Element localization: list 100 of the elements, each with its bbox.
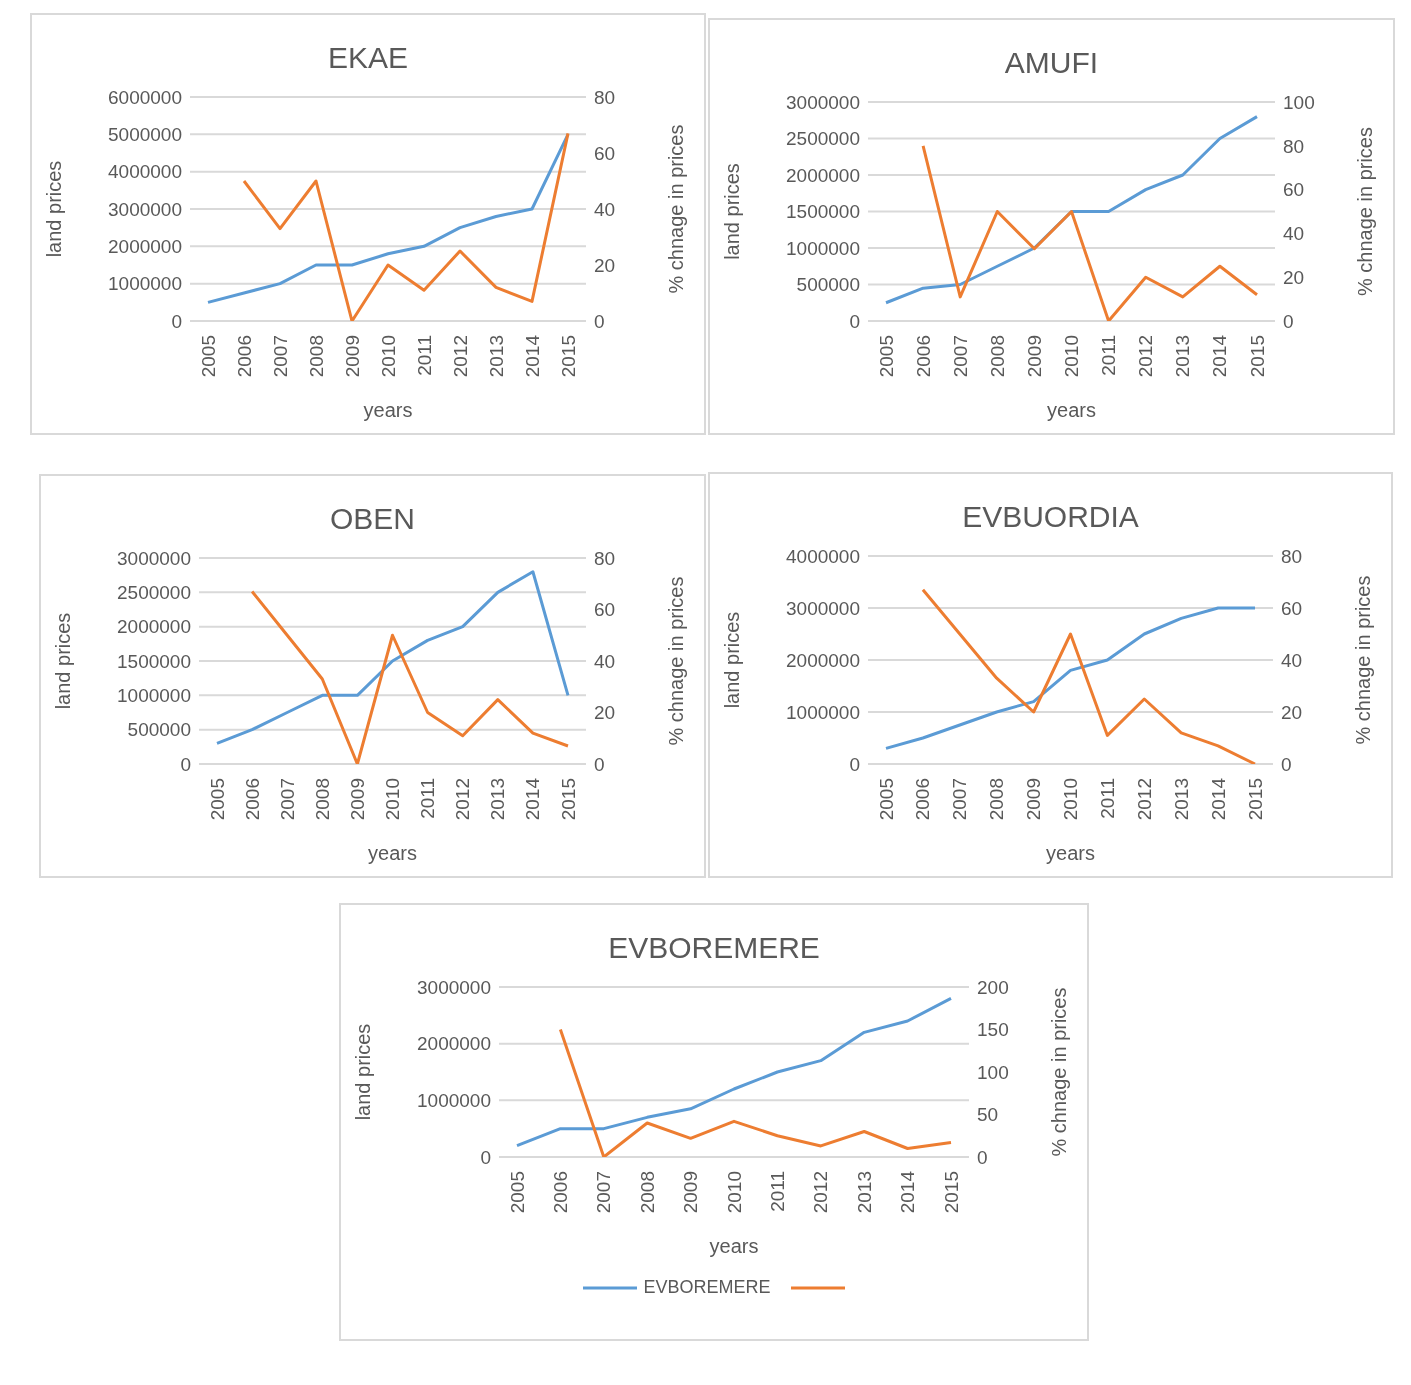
chart-title: EVBUORDIA <box>961 500 1140 535</box>
x-tick-label: 2009 <box>341 335 363 378</box>
y-tick-label: 1000000 <box>117 685 191 707</box>
y2-tick-label: 20 <box>1283 266 1305 288</box>
y-tick-label: 3000000 <box>117 547 191 569</box>
y2-axis-title: % chnage in prices <box>665 576 688 746</box>
x-tick-label: 2015 <box>557 778 579 821</box>
x-tick-label: 2012 <box>452 778 474 821</box>
y2-tick-label: 20 <box>594 254 616 276</box>
x-tick-label: 2005 <box>197 335 219 378</box>
x-tick-label: 2008 <box>986 778 1008 821</box>
x-tick-label: 2006 <box>233 335 255 378</box>
y-tick-label: 4000000 <box>108 161 182 183</box>
x-axis-title: years <box>709 1235 759 1257</box>
y2-tick-label: 20 <box>1281 701 1303 723</box>
chart-title: EKAE <box>326 41 409 76</box>
x-axis-title: years <box>363 399 413 421</box>
x-tick-label: 2006 <box>912 778 934 821</box>
x-tick-label: 2007 <box>593 1171 615 1214</box>
y-tick-label: 2000000 <box>117 616 191 638</box>
y2-axis-title: % chnage in prices <box>1352 575 1375 745</box>
y2-tick-label: 0 <box>1281 753 1292 775</box>
y-tick-label: 2000000 <box>108 236 182 258</box>
x-tick-label: 2014 <box>1209 334 1231 378</box>
y-tick-label: 3000000 <box>108 198 182 220</box>
chart-title: AMUFI <box>1003 46 1100 81</box>
x-tick-label: 2011 <box>417 778 439 819</box>
line-series <box>921 144 1259 321</box>
y-tick-label: 4000000 <box>786 545 860 567</box>
x-tick-label: 2005 <box>875 335 897 378</box>
x-tick-label: 2010 <box>1060 778 1081 821</box>
x-tick-label: 2015 <box>940 1171 962 1214</box>
y-tick-label: 5000000 <box>108 124 182 146</box>
y-tick-label: 0 <box>480 1146 491 1168</box>
x-tick-label: 2015 <box>1244 778 1266 821</box>
x-tick-label: 2013 <box>853 1171 875 1214</box>
y-axis-title: land prices <box>352 1023 375 1121</box>
x-tick-label: 2013 <box>1172 335 1194 378</box>
y-tick-label: 3000000 <box>417 976 491 998</box>
y-tick-label: 2000000 <box>786 649 860 671</box>
y-tick-label: 1000000 <box>108 273 182 295</box>
y-tick-label: 2500000 <box>786 128 860 150</box>
y2-tick-label: 80 <box>594 86 616 108</box>
line-series <box>558 1028 953 1157</box>
y2-axis-title: % chnage in prices <box>1048 987 1071 1157</box>
y-axis-title: land prices <box>721 611 744 709</box>
y-axis-title: land prices <box>52 612 75 710</box>
y-tick-label: 0 <box>171 310 182 332</box>
x-tick-label: 2014 <box>522 777 544 821</box>
x-tick-label: 2010 <box>377 335 399 378</box>
y2-tick-label: 50 <box>977 1104 999 1126</box>
line-series <box>921 588 1257 764</box>
y2-tick-label: 80 <box>1281 545 1303 567</box>
y-tick-label: 1500000 <box>117 650 191 672</box>
x-tick-label: 2015 <box>1246 335 1268 378</box>
line-series <box>242 131 570 321</box>
x-tick-label: 2007 <box>276 778 298 821</box>
x-tick-label: 2010 <box>723 1171 745 1214</box>
y2-tick-label: 0 <box>594 753 605 775</box>
y2-tick-label: 100 <box>977 1061 1009 1083</box>
y2-tick-label: 80 <box>1283 135 1305 157</box>
y2-tick-label: 20 <box>594 702 616 724</box>
line-series <box>884 606 1257 750</box>
line-series <box>515 996 953 1148</box>
y-tick-label: 1000000 <box>786 237 860 259</box>
x-tick-label: 2012 <box>1133 778 1155 821</box>
x-axis-title: years <box>1047 399 1096 421</box>
y2-tick-label: 40 <box>1281 649 1303 671</box>
x-tick-label: 2005 <box>206 778 228 821</box>
x-tick-label: 2010 <box>1061 335 1082 378</box>
x-tick-label: 2006 <box>912 335 934 378</box>
x-tick-label: 2007 <box>269 335 291 378</box>
x-tick-label: 2013 <box>1170 778 1192 821</box>
y2-tick-label: 150 <box>977 1019 1009 1041</box>
x-tick-label: 2013 <box>485 335 507 378</box>
y-tick-label: 500000 <box>796 274 860 296</box>
x-tick-label: 2012 <box>810 1171 832 1214</box>
x-tick-label: 2012 <box>449 335 471 378</box>
y2-axis-title: % chnage in prices <box>665 124 688 294</box>
y2-axis-title: % chnage in prices <box>1354 127 1377 296</box>
x-tick-label: 2006 <box>549 1171 571 1214</box>
y-tick-label: 6000000 <box>108 86 182 108</box>
x-axis-title: years <box>1046 842 1095 864</box>
y-tick-label: 2500000 <box>117 582 191 604</box>
x-tick-label: 2005 <box>506 1171 528 1214</box>
line-series <box>250 589 570 764</box>
legend-label: EVBOREMERE <box>643 1277 771 1298</box>
x-tick-label: 2010 <box>382 778 403 821</box>
x-tick-label: 2008 <box>311 778 333 821</box>
x-tick-label: 2013 <box>487 778 509 821</box>
y-tick-label: 3000000 <box>786 597 860 619</box>
y2-tick-label: 0 <box>594 310 605 332</box>
y-axis-title: land prices <box>43 160 66 258</box>
y-tick-label: 3000000 <box>786 91 860 113</box>
y-tick-label: 500000 <box>127 719 191 741</box>
x-tick-label: 2008 <box>636 1171 658 1214</box>
y-tick-label: 0 <box>180 753 191 775</box>
x-tick-label: 2011 <box>1098 335 1120 376</box>
y-tick-label: 0 <box>849 310 860 332</box>
x-tick-label: 2008 <box>305 335 327 378</box>
